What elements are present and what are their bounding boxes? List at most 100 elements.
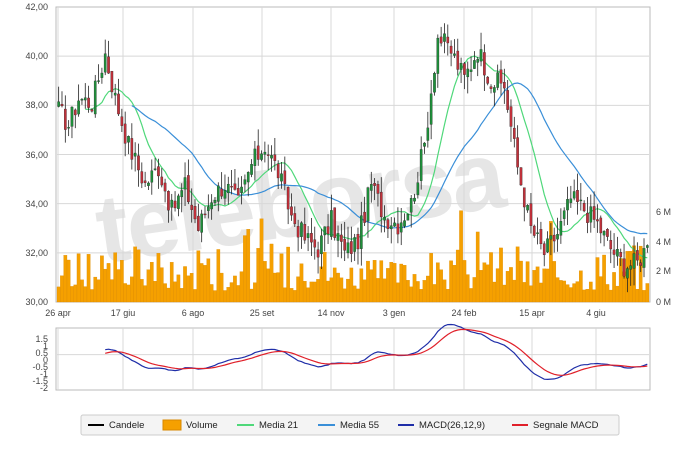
candle-body	[646, 245, 649, 248]
candle-body	[406, 214, 410, 221]
volume-tick-label: 4 M	[656, 237, 671, 247]
volume-bar	[512, 279, 517, 303]
volume-bar	[376, 278, 380, 303]
candle-body	[526, 205, 529, 211]
volume-bar	[469, 288, 473, 303]
legend-item-media55[interactable]: Media 55	[318, 420, 379, 431]
legend-item-macd[interactable]: MACD(26,12,9)	[398, 420, 485, 431]
candle-body	[80, 99, 84, 101]
legend-item-volume[interactable]: Volume	[162, 419, 218, 431]
candle-body	[423, 142, 426, 147]
candle-body	[636, 250, 639, 261]
candle-body	[449, 45, 453, 54]
candle-body	[67, 127, 70, 129]
volume-bar	[253, 282, 257, 303]
candle-body	[147, 182, 150, 186]
volume-bar	[319, 266, 324, 303]
candle-body	[330, 210, 333, 237]
candle-body	[473, 60, 476, 69]
volume-bar	[389, 261, 394, 303]
candle-body	[246, 172, 250, 183]
candle-body	[366, 187, 370, 222]
volume-bar	[326, 280, 330, 303]
candle-body	[356, 234, 360, 250]
candle-body	[639, 262, 642, 266]
candle-body	[333, 207, 337, 238]
volume-bar	[126, 284, 131, 303]
candle-body	[150, 170, 154, 183]
volume-bar	[269, 243, 274, 303]
volume-bar	[435, 262, 440, 303]
volume-bar	[236, 285, 241, 303]
candle-body	[220, 188, 223, 197]
candle-body	[230, 186, 233, 188]
time-axis: 26 apr 17 giu 6 ago 25 set 14 nov 3 gen …	[45, 308, 606, 318]
volume-bar	[612, 272, 616, 303]
volume-axis: 6 M 4 M 2 M 0 M	[656, 207, 671, 307]
candle-body	[516, 137, 519, 168]
candle-body	[293, 213, 297, 225]
volume-bar	[559, 280, 563, 303]
volume-bar	[322, 252, 327, 303]
volume-bar	[459, 210, 463, 303]
volume-bar	[206, 258, 211, 303]
x-tick-label: 17 giu	[111, 308, 136, 318]
candle-body	[416, 182, 420, 195]
volume-bar	[449, 260, 453, 303]
candle-body	[180, 190, 184, 198]
volume-bar	[110, 279, 114, 303]
volume-bar	[183, 266, 187, 303]
candle-body	[622, 258, 626, 277]
volume-bar	[243, 235, 247, 303]
horizontal-grid	[57, 55, 649, 254]
volume-bar	[366, 260, 370, 303]
volume-bar	[525, 261, 530, 303]
legend-item-signal[interactable]: Segnale MACD	[512, 420, 599, 431]
candle-body	[489, 86, 493, 89]
volume-bar	[203, 265, 207, 303]
candle-body	[569, 198, 573, 203]
price-tick-label: 30,00	[25, 297, 48, 307]
candle-body	[97, 80, 100, 82]
volume-bar	[495, 268, 500, 303]
volume-bar	[342, 288, 347, 303]
volume-bar	[173, 281, 177, 303]
volume-bar	[256, 248, 261, 303]
candle-body	[503, 82, 506, 89]
candle-body	[353, 237, 356, 252]
legend-item-media21[interactable]: Media 21	[237, 420, 298, 431]
candle-body	[100, 72, 104, 78]
legend-item-candles[interactable]: Candele	[88, 420, 144, 431]
candle-body	[263, 151, 267, 155]
volume-bar	[552, 261, 557, 303]
candle-body	[486, 76, 490, 84]
volume-bar	[120, 260, 124, 303]
volume-bar	[492, 281, 497, 303]
candle-body	[127, 136, 130, 143]
volume-bar	[555, 277, 560, 303]
candle-body	[566, 199, 569, 211]
candle-body	[320, 235, 323, 255]
volume-bar	[316, 279, 320, 303]
volume-bar	[199, 263, 204, 303]
price-axis: 42,00 40,00 38,00 36,00 34,00 32,00 30,0…	[25, 2, 48, 307]
volume-bar	[472, 277, 477, 303]
candle-body	[419, 149, 423, 181]
volume-bar	[369, 269, 374, 303]
volume-bar	[153, 281, 157, 303]
volume-bar	[595, 257, 600, 303]
candle-body	[596, 219, 599, 222]
volume-bar	[598, 276, 603, 303]
volume-bar	[136, 249, 141, 303]
candle-body	[216, 185, 220, 202]
candle-body	[103, 53, 107, 73]
candle-body	[60, 103, 64, 107]
legend-box	[80, 414, 620, 436]
legend-label-volume: Volume	[186, 420, 218, 431]
candle-body	[64, 108, 67, 130]
volume-bar	[113, 252, 118, 303]
legend-label-candles: Candele	[109, 420, 144, 431]
volume-bar	[455, 249, 460, 303]
candle-body	[286, 187, 290, 210]
